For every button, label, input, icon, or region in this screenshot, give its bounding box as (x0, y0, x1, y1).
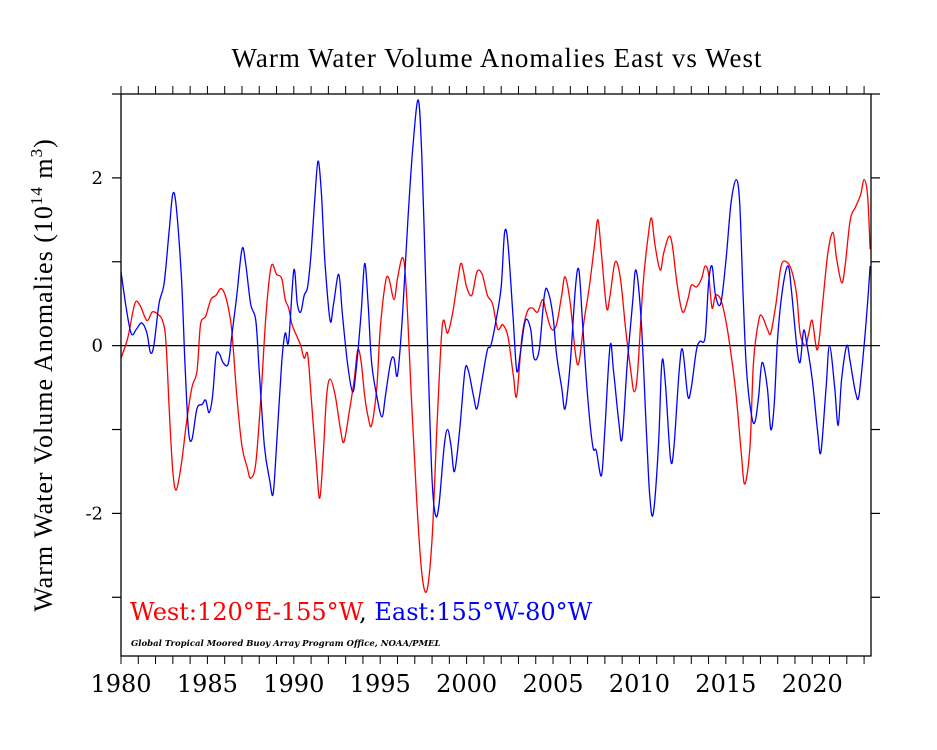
credit-annotation: Global Tropical Moored Buoy Array Progra… (131, 639, 440, 649)
y-axis-label-main: Warm Water Volume Anomalies (10 (29, 205, 58, 612)
legend-separator: , (359, 598, 374, 626)
x-tick-label: 2000 (436, 670, 497, 698)
chart-title: Warm Water Volume Anomalies East vs West (232, 43, 763, 73)
x-tick-label: 1995 (350, 670, 411, 698)
svg-text:West:120°E-155°W, East:155°W-8: West:120°E-155°W, East:155°W-80°W (130, 598, 593, 626)
x-tick-label: 2010 (609, 670, 670, 698)
series-line-east (120, 99, 871, 518)
x-tick-label: 2020 (782, 670, 843, 698)
legend-entry-east: East:155°W-80°W (374, 598, 592, 626)
x-tick-label: 1985 (177, 670, 238, 698)
y-axis-label: Warm Water Volume Anomalies (1014 m3) (27, 138, 58, 612)
x-tick-label: 1980 (90, 670, 151, 698)
plot-frame (120, 93, 872, 657)
x-tick-label: 1990 (263, 670, 324, 698)
y-axis-label-end: ) (29, 138, 58, 148)
y-tick-label: 2 (92, 168, 103, 189)
axes: 1980 1985 1990 1995 2000 2005 2010 2015 2020 -2 0 2 (85, 86, 880, 698)
y-tick-label: 0 (92, 336, 103, 357)
y-axis-label-mid: m (29, 157, 58, 186)
y-tick-label: -2 (85, 503, 103, 524)
series-line-west (120, 178, 871, 593)
y-axis-label-exp1: 14 (27, 186, 46, 205)
y-axis-label-exp2: 3 (27, 148, 46, 158)
x-tick-label: 2015 (695, 670, 756, 698)
legend-entry-west: West:120°E-155°W (130, 598, 364, 626)
plot-area (120, 99, 871, 593)
legend: West:120°E-155°W, East:155°W-80°W (130, 598, 593, 626)
x-tick-label: 2005 (522, 670, 583, 698)
svg-text:Warm Water Volume Anomalies (1: Warm Water Volume Anomalies (1014 m3) (27, 138, 58, 612)
